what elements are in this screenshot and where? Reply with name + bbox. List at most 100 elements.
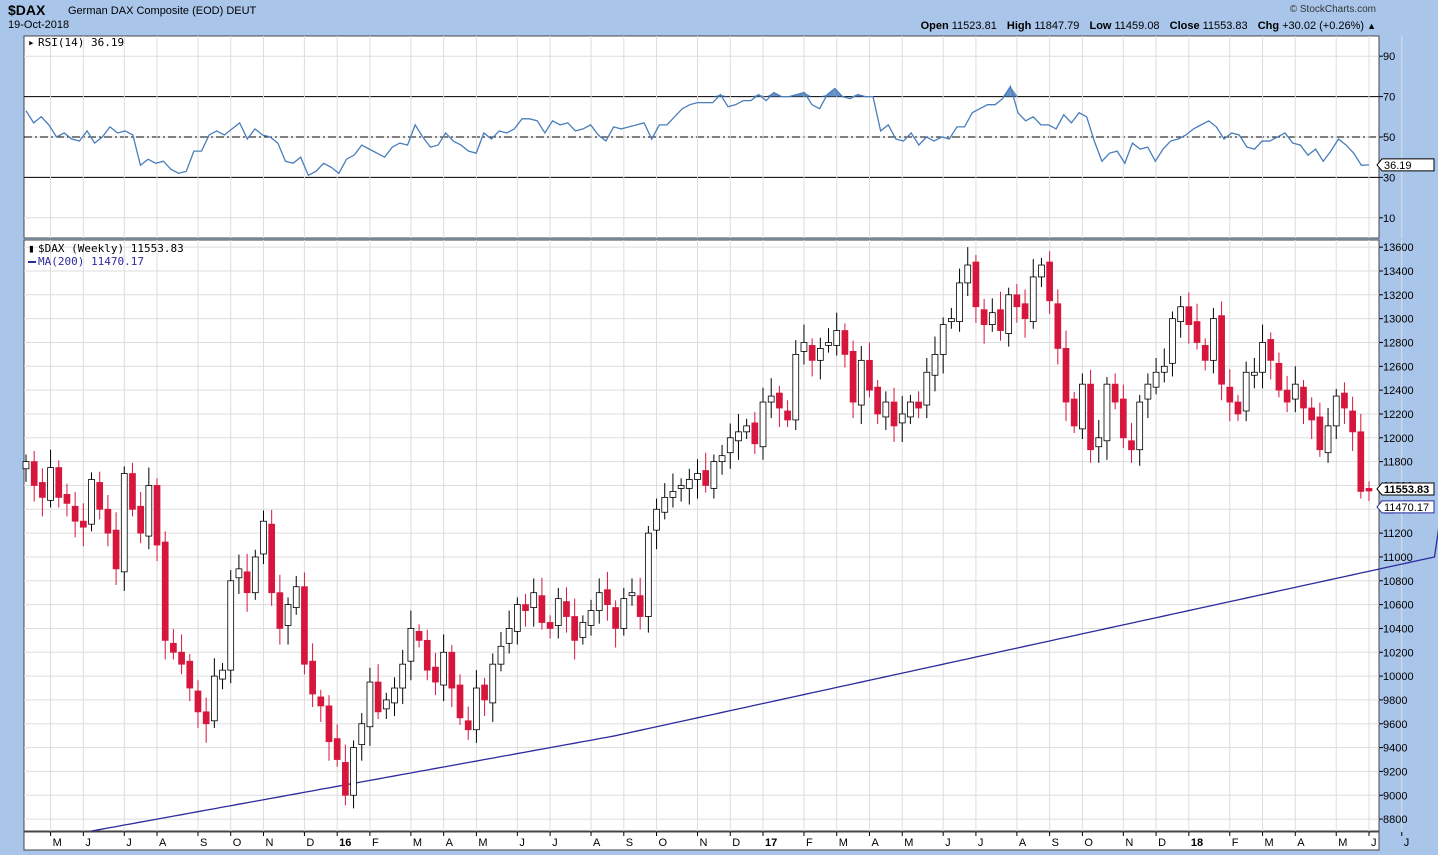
candle <box>88 472 95 532</box>
candle <box>890 387 898 442</box>
high-label: High <box>1006 20 1032 32</box>
candle-body <box>1316 416 1324 451</box>
candle <box>808 338 816 377</box>
candle <box>554 587 562 639</box>
candle <box>1070 391 1078 434</box>
candle-body <box>1005 294 1013 334</box>
candle-body <box>890 401 898 427</box>
price-tick-label: 13200 <box>1383 290 1414 302</box>
candle-body <box>1341 392 1348 409</box>
candle-body <box>939 324 947 355</box>
candle-body <box>1038 264 1045 278</box>
candle <box>571 598 579 660</box>
candle-body <box>792 353 800 421</box>
x-tick-label: A <box>871 837 879 849</box>
candle-body <box>522 604 529 611</box>
price-tick-label: 11000 <box>1383 552 1413 564</box>
candle <box>505 610 513 654</box>
candle-body <box>1201 345 1209 361</box>
candle-body <box>112 529 120 570</box>
candle-body <box>759 401 767 448</box>
candle <box>759 387 767 460</box>
candle-body <box>710 461 718 489</box>
rsi-tick-label: 70 <box>1383 92 1395 104</box>
candle-body <box>137 505 144 534</box>
candle-body <box>816 348 824 361</box>
candle <box>71 492 79 538</box>
candle <box>186 654 194 702</box>
candle <box>866 342 873 398</box>
candle <box>997 291 1004 341</box>
candle-body <box>587 610 595 626</box>
price-tick-label: 12400 <box>1383 385 1414 397</box>
price-tick-label: 11200 <box>1383 528 1413 540</box>
candle <box>55 460 63 508</box>
x-tick-label: A <box>1019 837 1027 849</box>
candle-body <box>825 342 832 346</box>
candle <box>39 468 46 517</box>
candle-body <box>268 523 276 594</box>
symbol-title: $DAX <box>8 2 46 18</box>
candle-body <box>284 604 292 626</box>
x-tick-label: A <box>1297 837 1305 849</box>
candle-body <box>30 461 38 486</box>
candle-body <box>677 485 685 489</box>
candle-body <box>1177 306 1185 323</box>
candle-body <box>776 392 783 409</box>
candle-body <box>694 473 701 480</box>
candle <box>170 629 177 660</box>
candle-body <box>645 532 652 617</box>
candle <box>612 600 619 648</box>
price-tick-label: 9600 <box>1383 719 1407 731</box>
candle <box>743 418 750 439</box>
candle-body <box>767 395 775 403</box>
candle-body <box>620 598 628 629</box>
candle <box>1013 284 1021 323</box>
candle-body <box>22 461 30 470</box>
candle-body <box>399 663 407 689</box>
candle-body <box>685 479 693 489</box>
price-last-tag-box <box>1376 482 1435 496</box>
candle <box>718 444 726 475</box>
candle-body <box>571 616 579 641</box>
candle-body <box>808 345 816 361</box>
candle <box>784 400 791 428</box>
candle <box>1201 338 1209 371</box>
candle <box>1103 377 1111 460</box>
candle <box>153 478 161 562</box>
candle-body <box>980 309 988 325</box>
candle <box>661 483 669 520</box>
candle-body <box>464 720 472 731</box>
candle-body <box>612 607 619 629</box>
candle-body <box>964 264 972 284</box>
rsi-line <box>25 84 1370 177</box>
x-tick-label: 16 <box>339 837 351 849</box>
candle <box>1308 397 1316 439</box>
candle <box>1300 380 1307 425</box>
chevron-right-icon: ▸ <box>28 36 35 49</box>
last-value-tags: 36.19 11470.17 11553.83 <box>1376 158 1435 514</box>
candle-body <box>1275 362 1283 391</box>
candle <box>481 677 488 717</box>
candle <box>1169 311 1176 377</box>
candle-body <box>735 431 742 442</box>
candle <box>366 667 374 746</box>
candle <box>1242 361 1250 422</box>
candle <box>219 662 226 690</box>
brand-logo[interactable]: © StockCharts.com <box>1289 4 1376 15</box>
candle <box>1046 251 1053 314</box>
rsi-last-tag: 36.19 <box>1376 158 1435 172</box>
price-grid <box>24 240 1403 831</box>
close-value: 11553.83 <box>1202 20 1248 32</box>
candle <box>96 471 104 520</box>
candle <box>587 599 595 636</box>
candle-body <box>1021 303 1029 320</box>
candle <box>276 574 284 645</box>
candle <box>1210 307 1217 374</box>
price-tick-label: 13600 <box>1383 242 1414 254</box>
x-tick-label: M <box>904 837 913 849</box>
candle-body <box>1152 371 1160 388</box>
candle-body <box>1259 342 1266 373</box>
candle-body <box>473 687 480 731</box>
